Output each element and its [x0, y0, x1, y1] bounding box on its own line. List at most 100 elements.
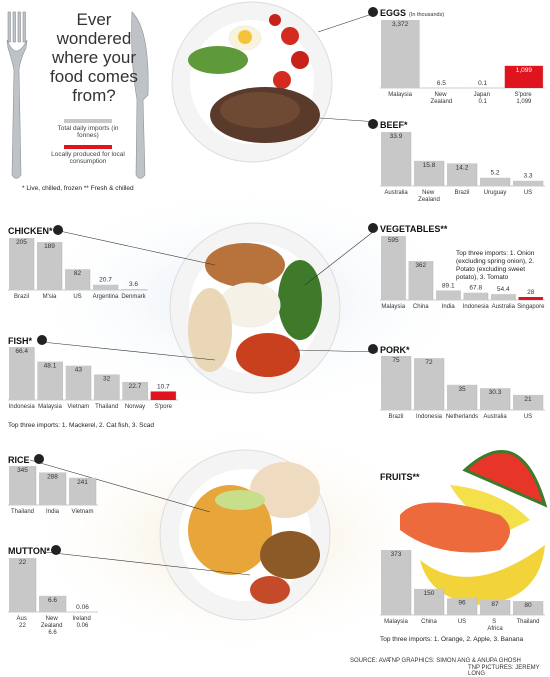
value-label: 48.1	[44, 363, 57, 370]
category-label: Japan 0.1	[474, 92, 492, 105]
chart-title: CHICKEN*	[8, 226, 53, 236]
value-label: 33.9	[390, 133, 403, 140]
bar	[9, 558, 36, 612]
category-label: Brazil	[388, 414, 403, 420]
value-label: 21	[524, 396, 532, 403]
category-label: US	[524, 414, 532, 420]
value-label: 3.6	[129, 281, 138, 288]
category-label: Thailand	[516, 619, 539, 625]
bar	[491, 294, 516, 300]
source: SOURCE: AVA	[350, 658, 390, 664]
chart-note: Top three imports: 1. Onion (excluding s…	[456, 250, 546, 282]
category-label: Indonesia	[463, 304, 490, 310]
value-label: 35	[458, 386, 466, 393]
legend-label: Locally produced for local consumption	[48, 151, 128, 165]
bar	[381, 20, 419, 88]
value-label: 5.2	[490, 170, 499, 177]
value-label: 67.8	[469, 285, 482, 292]
chart-title: FISH*	[8, 336, 33, 346]
category-label: Indonesia	[416, 414, 443, 420]
value-label: 205	[16, 239, 27, 246]
chart-title: FRUITS**	[380, 472, 420, 482]
category-label: S'pore 1,099	[514, 92, 533, 105]
category-label: S'pore	[155, 404, 173, 410]
category-label: Denmark	[121, 294, 146, 300]
category-label: Thailand	[11, 509, 34, 515]
category-label: Brazil	[454, 190, 469, 196]
category-label: Australia	[384, 190, 408, 196]
bar	[464, 293, 489, 300]
value-label: 32	[103, 375, 111, 382]
bar	[513, 181, 543, 186]
value-label: 189	[44, 243, 55, 250]
value-label: 14.2	[456, 164, 469, 171]
bar	[151, 391, 176, 400]
legend-swatch	[64, 119, 112, 123]
category-label: New Zealand 6.6	[41, 616, 64, 636]
category-label: Norway	[125, 404, 145, 410]
category-label: US	[524, 190, 532, 196]
category-label: Australia	[492, 304, 516, 310]
category-label: Uruguay	[484, 190, 507, 196]
category-label: Malaysia	[384, 619, 408, 625]
legend-label: Total daily imports (in fonnes)	[48, 125, 128, 139]
value-label: 3,372	[392, 21, 409, 28]
category-label: Indonesia	[9, 404, 36, 410]
chart-note: Top three imports: 1. Orange, 2. Apple, …	[380, 636, 550, 644]
bar	[381, 356, 411, 410]
bar	[381, 132, 411, 186]
value-label: 6.6	[48, 597, 57, 604]
category-label: Singapore	[517, 304, 545, 310]
value-label: 10.7	[157, 383, 170, 390]
value-label: 0.06	[76, 604, 89, 611]
bar	[381, 236, 406, 300]
category-label: Aus 22	[16, 616, 28, 629]
value-label: 82	[74, 270, 82, 277]
category-label: Vietnam	[72, 509, 94, 515]
category-label: S Africa	[487, 619, 503, 632]
credit: TNP PICTURES: JEREMY LONG	[468, 665, 550, 677]
category-label: Malaysia	[38, 404, 62, 410]
bar	[436, 290, 461, 300]
category-label: India	[46, 509, 60, 515]
category-label: US	[458, 619, 466, 625]
value-label: 595	[388, 237, 399, 244]
category-label: New Zealand	[431, 92, 453, 105]
category-label: Netherlands	[446, 414, 478, 420]
chart-title: EGGS	[380, 8, 406, 18]
chart-title: MUTTON*	[8, 546, 50, 556]
bar	[381, 550, 411, 615]
value-label: 15.8	[423, 162, 436, 169]
category-label: Brazil	[14, 294, 29, 300]
credit: TNP GRAPHICS: SIMON ANG & ANUPA GHOSH	[388, 658, 521, 664]
chart-subtitle: (In thousands)	[409, 12, 444, 18]
category-label: US	[73, 294, 81, 300]
chart-title: RICE	[8, 455, 30, 465]
bar	[121, 289, 146, 290]
value-label: 1,099	[516, 67, 533, 74]
category-label: Malaysia	[381, 304, 405, 310]
value-label: 80	[524, 602, 532, 609]
chart-title: VEGETABLES**	[380, 224, 448, 234]
value-label: 22	[19, 559, 27, 566]
category-label: India	[442, 304, 456, 310]
value-label: 20.7	[99, 277, 112, 284]
value-label: 30.3	[489, 389, 502, 396]
legend-item: Total daily imports (in fonnes)	[48, 119, 128, 139]
bar	[519, 297, 544, 300]
category-label: China	[421, 619, 437, 625]
footnote: * Live, chilled, frozen ** Fresh & chill…	[22, 185, 134, 192]
value-label: 75	[392, 357, 400, 364]
category-label: China	[413, 304, 429, 310]
value-label: 241	[77, 479, 88, 486]
category-label: Malaysia	[388, 92, 412, 98]
category-label: Argentina	[93, 294, 119, 300]
value-label: 6.5	[437, 80, 446, 87]
value-label: 22.7	[129, 383, 142, 390]
legend-item: Locally produced for local consumption	[48, 145, 128, 165]
chart-title: BEEF*	[380, 120, 408, 130]
value-label: 96	[458, 599, 466, 606]
category-label: Thailand	[95, 404, 118, 410]
headline: Ever wondered where your food comes from…	[50, 10, 138, 105]
value-label: 0.1	[478, 80, 487, 87]
